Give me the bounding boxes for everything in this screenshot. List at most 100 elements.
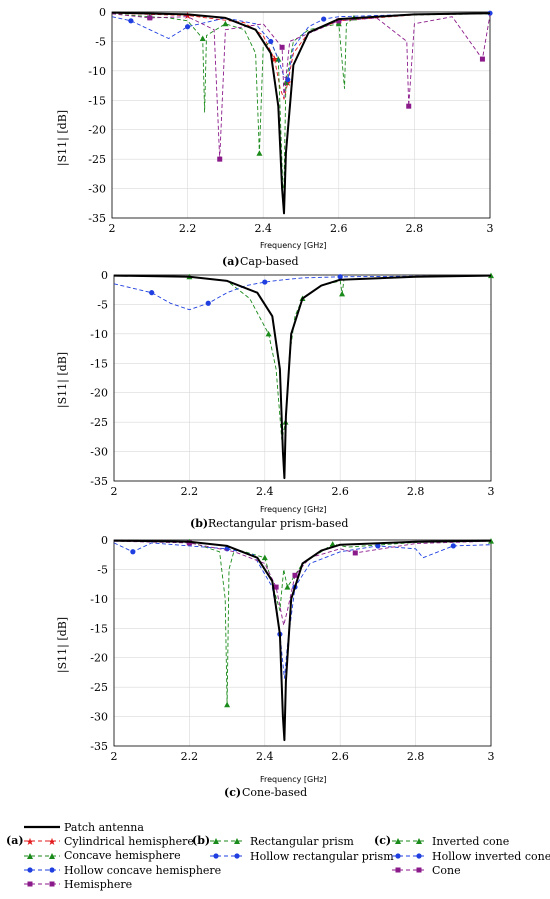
data-point bbox=[217, 156, 223, 162]
x-axis-label-c: Frequency [GHz] bbox=[260, 775, 327, 784]
data-point bbox=[285, 77, 291, 83]
caption-b: Rectangular prism-based bbox=[208, 517, 348, 530]
y-tick-label: -35 bbox=[90, 740, 108, 753]
legend-swatch-hollow-rectangular-prism bbox=[210, 853, 244, 859]
legend-a-item-0: Cylindrical hemisphere bbox=[64, 835, 194, 848]
series-line bbox=[111, 11, 491, 215]
data-point bbox=[352, 550, 358, 556]
data-point bbox=[279, 44, 285, 50]
data-point bbox=[488, 272, 494, 279]
legend-swatch-hollow-concave-hemisphere bbox=[24, 867, 60, 873]
legend-swatch-cone bbox=[392, 867, 426, 873]
data-point: ★ bbox=[270, 55, 279, 66]
y-tick-label: 0 bbox=[101, 534, 108, 547]
data-point: ★ bbox=[183, 11, 192, 22]
y-tick-label: -25 bbox=[90, 416, 108, 429]
series-cylindrical-hemisphere: ★★★★ bbox=[111, 11, 491, 100]
y-tick-label: -5 bbox=[97, 298, 108, 311]
x-tick-label: 2.8 bbox=[407, 485, 425, 498]
panel-c: (c) Cone-based Frequency [GHz] |S11| [dB… bbox=[56, 534, 495, 799]
data-point bbox=[284, 584, 291, 590]
series-line bbox=[111, 13, 491, 190]
x-tick-label: 3 bbox=[488, 750, 495, 763]
legend-a-item-2: Hollow concave hemisphere bbox=[64, 864, 221, 877]
y-tick-label: -15 bbox=[90, 622, 108, 635]
y-tick-label: -35 bbox=[88, 212, 106, 225]
data-point bbox=[205, 300, 211, 306]
series-patch-antenna bbox=[113, 539, 492, 742]
series-hollow-rectangular-prism bbox=[113, 274, 492, 311]
x-tick-label: 2.6 bbox=[330, 222, 348, 235]
legend-group-b-label: (b) bbox=[192, 834, 210, 847]
x-tick-label: 2.4 bbox=[256, 485, 274, 498]
x-axis-label-b: Frequency [GHz] bbox=[260, 505, 327, 514]
y-tick-label: -15 bbox=[90, 357, 108, 370]
data-point bbox=[222, 20, 229, 27]
y-tick-label: -20 bbox=[90, 387, 108, 400]
y-tick-label: -10 bbox=[90, 593, 108, 606]
legend-c-item-1: Hollow inverted cone bbox=[432, 850, 550, 863]
caption-label-b: (b) bbox=[190, 517, 208, 530]
y-tick-label: -25 bbox=[90, 681, 108, 694]
legend-group-c-label: (c) bbox=[374, 834, 391, 847]
series-line bbox=[111, 12, 491, 100]
y-tick-label: -30 bbox=[90, 711, 108, 724]
x-tick-label: 2.6 bbox=[331, 750, 349, 763]
x-tick-label: 2.4 bbox=[256, 750, 274, 763]
data-point bbox=[256, 150, 263, 156]
y-tick-label: -5 bbox=[95, 35, 106, 48]
y-tick-label: -30 bbox=[90, 446, 108, 459]
data-point bbox=[224, 701, 231, 708]
legend-swatch-hemisphere bbox=[24, 881, 60, 887]
y-tick-label: -35 bbox=[90, 475, 108, 488]
data-point bbox=[292, 572, 298, 578]
data-point bbox=[479, 56, 485, 62]
series-patch-antenna bbox=[111, 11, 491, 215]
data-point bbox=[337, 274, 343, 280]
data-point bbox=[199, 35, 206, 41]
data-point bbox=[130, 549, 136, 555]
series-hollow-inverted-cone bbox=[113, 542, 492, 679]
data-point bbox=[265, 330, 272, 337]
legend-swatch-hollow-inverted-cone bbox=[392, 853, 426, 859]
series-line bbox=[113, 542, 492, 679]
caption-c: Cone-based bbox=[242, 786, 307, 799]
series-line bbox=[113, 274, 492, 480]
legend-patch: Patch antenna bbox=[64, 821, 144, 834]
legend-c-item-2: Cone bbox=[432, 864, 461, 877]
legend-group-a-label: (a) bbox=[6, 834, 24, 847]
series-hemisphere bbox=[111, 13, 491, 162]
legend-swatch-concave-hemisphere bbox=[24, 853, 60, 859]
y-tick-label: -20 bbox=[90, 652, 108, 665]
y-tick-label: -15 bbox=[88, 94, 106, 107]
x-tick-label: 3 bbox=[487, 222, 494, 235]
data-point bbox=[321, 16, 327, 22]
legend-swatch-inverted-cone bbox=[392, 838, 426, 844]
x-tick-label: 2 bbox=[111, 750, 118, 763]
plot-frame bbox=[113, 274, 492, 482]
data-point bbox=[185, 24, 191, 30]
legend: Patch antenna (a) ★ ★ Cylindrical hemisp… bbox=[6, 821, 550, 891]
data-point bbox=[450, 543, 456, 549]
legend-a-item-1: Concave hemisphere bbox=[64, 849, 181, 862]
data-point bbox=[487, 10, 493, 16]
svg-text:★: ★ bbox=[48, 837, 57, 848]
y-tick-label: -5 bbox=[97, 563, 108, 576]
x-tick-label: 2 bbox=[109, 222, 116, 235]
y-tick-label: -30 bbox=[88, 183, 106, 196]
series-line bbox=[113, 540, 492, 626]
caption-a: Cap-based bbox=[240, 255, 299, 268]
caption-label-c: (c) bbox=[224, 786, 241, 799]
x-tick-label: 2 bbox=[111, 485, 118, 498]
series-patch-antenna bbox=[113, 274, 492, 480]
y-tick-label: -25 bbox=[88, 153, 106, 166]
caption-label-a: (a) bbox=[222, 255, 240, 268]
x-tick-label: 2.2 bbox=[181, 750, 199, 763]
series-line bbox=[111, 13, 491, 160]
data-point bbox=[147, 15, 153, 21]
data-point bbox=[329, 541, 336, 547]
legend-swatch-cylindrical-hemisphere: ★ ★ bbox=[24, 837, 60, 848]
panel-a: (a) Cap-based Frequency [GHz] |S11| [dB]… bbox=[56, 6, 494, 268]
legend-c-item-0: Inverted cone bbox=[432, 835, 509, 848]
data-point bbox=[335, 20, 342, 27]
